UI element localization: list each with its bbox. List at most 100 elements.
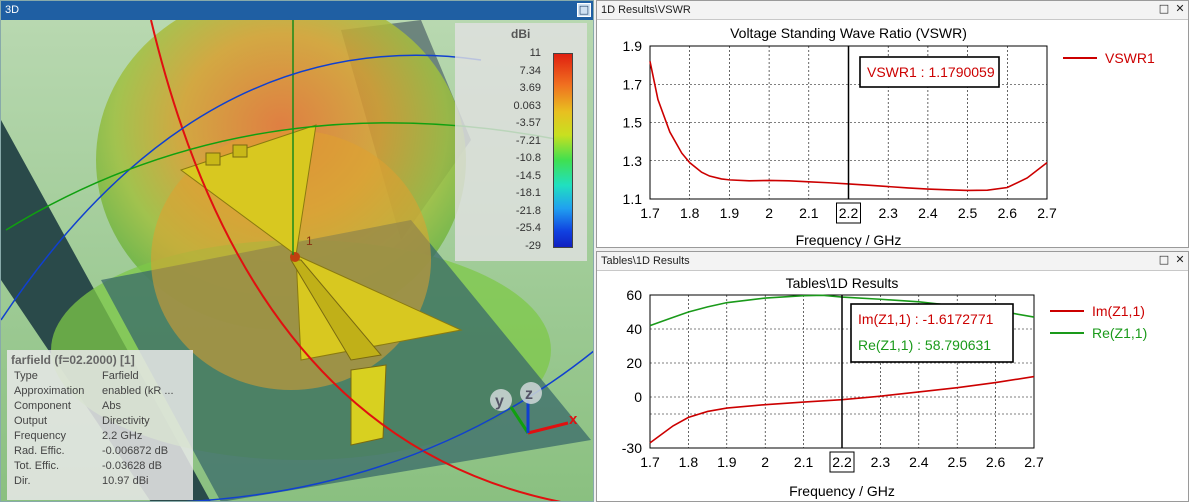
y-tick-label: 1.9 [623,38,643,54]
marker-readout: VSWR1 : 1.1790059 [867,64,995,80]
x-axis-label: Frequency / GHz [796,232,902,247]
antenna-upper-patch [179,124,317,256]
x-tick-label: 2.1 [794,454,814,470]
y-tick-label: 1.3 [623,153,643,169]
axis-y-label: y [495,393,504,410]
impedance-chart[interactable]: Tables\1D Results 1.7 1.8 1.9 2 2.1 2.2 2.3 2.4 2… [597,271,1188,501]
x-tick-label: 2.1 [799,205,819,221]
x-tick-label: 2.2 [839,205,859,221]
legend-label: VSWR1 [1105,50,1155,66]
x-tick-label: 1.9 [720,205,740,221]
info-row: Tot. Effic. -0.03628 dB [14,459,178,474]
x-tick-label: 1.8 [680,205,700,221]
marker-readout: Im(Z1,1) : -1.6172771 [858,311,994,327]
info-value: -0.006872 dB [102,445,169,457]
info-row: Frequency 2.2 GHz [14,429,178,444]
y-tick-label: 1.1 [623,191,643,207]
info-value: 10.97 dBi [102,475,149,487]
info-value: Farfield [102,370,139,382]
colorbar-tick: -14.5 [515,169,541,182]
x-tick-label: 2.7 [1037,205,1057,221]
axis-triad-y [509,406,530,434]
vswr-chart[interactable]: Voltage Standing Wave Ratio (VSWR) 1.7 1.8… [597,20,1188,247]
y-tick-label: 1.5 [623,115,643,131]
colorbar-gradient [553,53,573,248]
series-line-0 [649,61,1048,192]
axis-triad: y z x [490,382,578,435]
y-tick-label: 20 [626,355,642,371]
info-key: Frequency [14,430,66,442]
info-key: Type [14,370,38,382]
colorbar-legend: dBi 11 7.34 3.69 0.063 -3.57 -7.21 -10.8 -14.5 -… [455,23,587,261]
x-tick-label: 2.2 [832,454,852,470]
colorbar-tick: 11 [529,47,541,59]
marker-readout-box [859,56,1000,88]
restore-window-button[interactable]: □ [577,3,591,17]
colorbar-tick: 3.69 [519,82,541,95]
marker-readout-box [850,303,1014,363]
port-label: 1 [306,234,313,248]
info-header: farfield (f=02.2000) [1] [11,353,135,367]
connector-tab-2 [232,144,248,158]
restore-window-button[interactable]: □ [1158,253,1170,266]
antenna-feed-strip [350,364,387,446]
info-row: Dir. 10.97 dBi [14,474,178,489]
y-tick-label: 0 [634,389,642,405]
colorbar-tick: -7.21 [515,134,541,147]
colorbar-tick: -29 [525,240,541,252]
panel-title-bar: 3D □ [1,1,593,20]
x-tick-label: 1.9 [717,454,737,470]
info-key: Output [14,415,48,427]
x-axis-label: Frequency / GHz [789,483,895,499]
axis-triad-y-bubble [490,389,512,411]
vswr-panel[interactable]: 1D Results\VSWR □ ✕ Voltage Standing Wav… [596,0,1189,248]
close-window-button[interactable]: ✕ [1175,253,1185,266]
x-tick-label: 2.4 [909,454,929,470]
legend-label: Im(Z1,1) [1092,303,1145,319]
farfield-3d-panel[interactable]: 3D □ 1 [0,0,594,502]
y-tick-label: 1.7 [623,76,643,92]
x-tick-label: 2.6 [986,454,1006,470]
coordinate-circle-blue-lower [185,350,593,501]
y-tick-label: -30 [622,440,642,456]
colorbar-tick: -21.8 [515,204,541,217]
colorbar-tick: 7.34 [519,64,541,77]
info-key: Tot. Effic. [14,460,60,472]
panel-title-bar: 1D Results\VSWR □ ✕ [597,1,1188,20]
x-tick-label: 2 [765,205,773,221]
connector-tab-1 [205,152,221,166]
panel-title: Tables\1D Results [601,255,690,267]
axis-triad-x [527,421,569,435]
x-tick-label: 1.8 [679,454,699,470]
x-tick-label: 2.5 [958,205,978,221]
colorbar-tick: -25.4 [515,222,541,235]
info-value: Abs [102,400,121,412]
y-tick-label: 60 [626,287,642,303]
marker-tick-box [829,451,855,473]
marker-tick-box [836,202,861,224]
colorbar-tick: -3.57 [515,117,541,130]
colorbar-tick: -10.8 [515,152,541,165]
info-value: -0.03628 dB [102,460,162,472]
coordinate-circle-red [150,20,562,501]
info-row: Rad. Effic. -0.006872 dB [14,444,178,459]
info-value: Directivity [102,415,150,427]
x-tick-label: 2.3 [878,205,898,221]
axis-x-label: x [569,411,578,428]
info-key: Rad. Effic. [14,445,65,457]
x-tick-label: 2.3 [871,454,891,470]
close-window-button[interactable]: ✕ [1175,2,1185,15]
marker-readout: Re(Z1,1) : 58.790631 [858,337,991,353]
panel-title-bar: Tables\1D Results □ ✕ [597,252,1188,271]
tables-1d-results-panel[interactable]: Tables\1D Results □ ✕ Tables\1D Results 1… [596,251,1189,502]
info-table: Type Farfield Approximation enabled (kR ...… [14,369,178,489]
colorbar-tick: -18.1 [515,187,541,200]
info-key: Approximation [14,385,85,397]
panel-title: 1D Results\VSWR [601,4,691,16]
x-tick-label: 1.7 [640,205,660,221]
restore-window-button[interactable]: □ [1158,2,1170,15]
x-tick-label: 2.7 [1024,454,1044,470]
port-marker [290,252,300,262]
axis-triad-z-bubble [520,382,542,404]
chart-title: Voltage Standing Wave Ratio (VSWR) [730,25,967,41]
